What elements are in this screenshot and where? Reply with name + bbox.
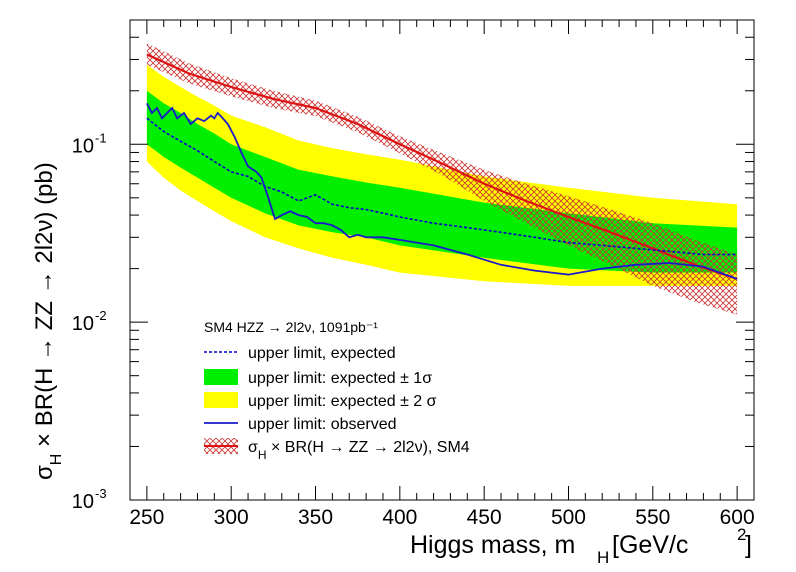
y-axis-title: σH × BR(H → ZZ → 2l2ν) (pb)	[31, 162, 65, 480]
y-axis-title-text: σH × BR(H → ZZ → 2l2ν) (pb)	[31, 162, 65, 480]
legend-label-expected: upper limit, expected	[248, 345, 396, 362]
x-axis-title-text: Higgs mass, m	[410, 531, 575, 559]
x-axis-title-subscript: H	[597, 548, 609, 567]
lines-layer	[146, 102, 738, 280]
legend-label-band2: upper limit: expected ± 2 σ	[248, 393, 437, 410]
x-axis-title-units: [GeV/c	[612, 531, 688, 559]
x-tick-label: 300	[214, 506, 249, 529]
x-tick-label: 600	[720, 506, 755, 529]
legend-header: SM4 HZZ → 2l2ν, 1091pb⁻¹	[204, 319, 378, 335]
ticks-layer	[129, 19, 755, 501]
x-tick-label: 450	[467, 506, 502, 529]
legend-label-band1: upper limit: expected ± 1σ	[248, 370, 432, 387]
y-tick-label-exponent: -3	[95, 486, 107, 501]
observed-limit-line	[146, 102, 738, 280]
legend-1sigma-swatch	[204, 369, 238, 385]
sm4-layer	[146, 43, 738, 315]
plot-frame	[129, 19, 755, 501]
legend-label-observed: upper limit: observed	[248, 416, 397, 433]
x-tick-label: 350	[298, 506, 333, 529]
expected-limit-line	[146, 117, 738, 256]
sm4-uncertainty-band	[146, 43, 738, 315]
y-tick-label-exponent: -1	[95, 130, 107, 145]
y-tick-label: 10	[72, 135, 94, 157]
y-tick-label: 10	[72, 491, 94, 513]
legend-2sigma-swatch	[204, 392, 238, 408]
x-tick-label: 250	[129, 506, 164, 529]
y-tick-label-exponent: -2	[95, 308, 107, 323]
x-axis-title: Higgs mass, m H [GeV/c 2 ]	[410, 525, 752, 567]
y-tick-labels: 10-110-210-3	[72, 130, 107, 513]
y-tick-label: 10	[72, 313, 94, 335]
sm4-xsec-line	[146, 53, 738, 280]
x-tick-label: 550	[635, 506, 670, 529]
x-axis-title-close: ]	[745, 531, 752, 559]
x-tick-labels: 250 300 350 400 450 500 550 600	[129, 506, 754, 529]
x-tick-label: 400	[382, 506, 417, 529]
x-tick-label: 500	[551, 506, 586, 529]
x-axis-title-superscript: 2	[737, 525, 746, 544]
legend: SM4 HZZ → 2l2ν, 1091pb⁻¹ upper limit, ex…	[204, 319, 470, 462]
legend-label-sm4: σH × BR(H → ZZ → 2l2ν), SM4	[248, 439, 470, 462]
